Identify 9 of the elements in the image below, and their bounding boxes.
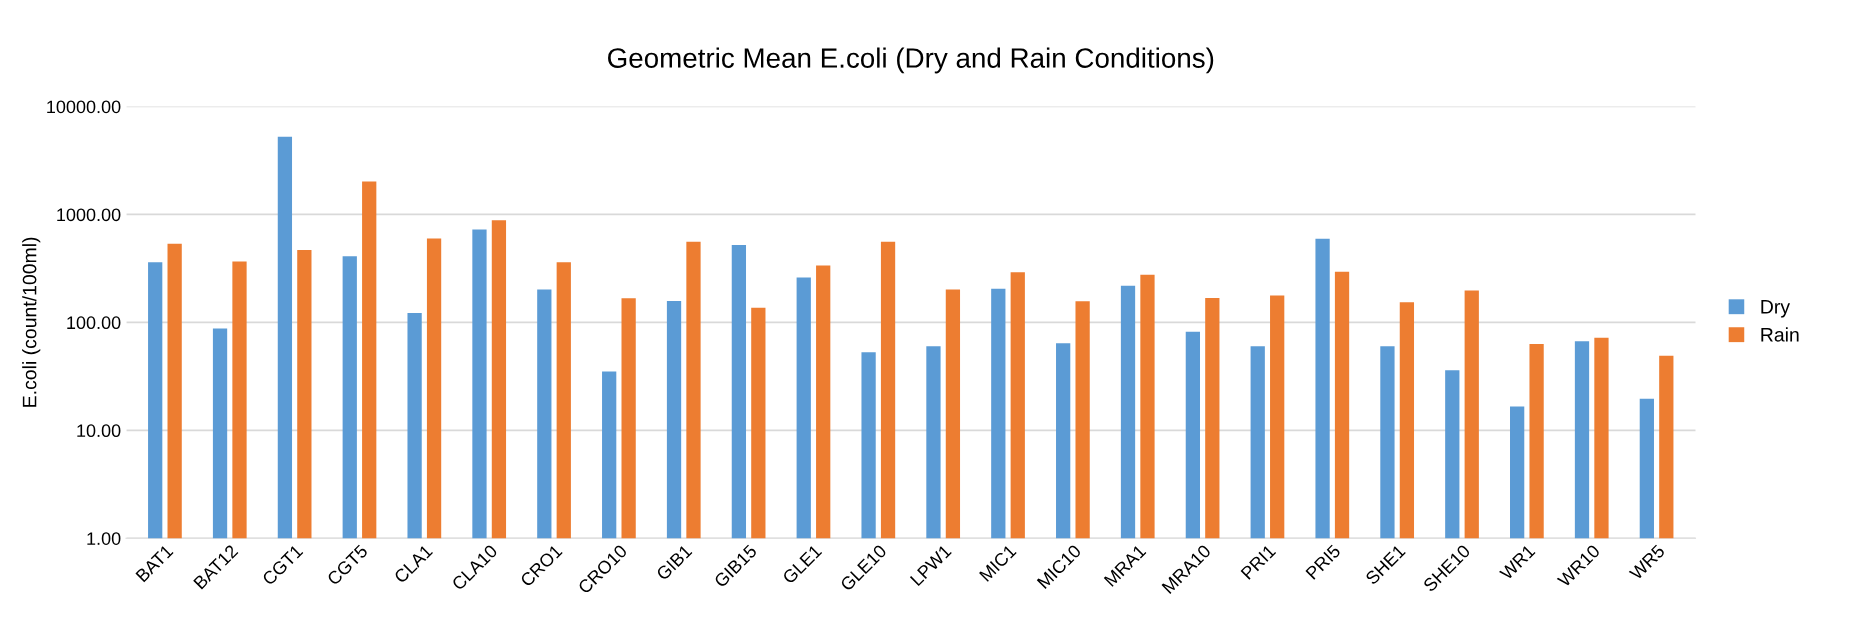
legend-label: Dry xyxy=(1761,300,1790,318)
y-tick-label: 1.00 xyxy=(87,532,121,545)
chart-title: Geometric Mean E.coli (Dry and Rain Conditions) xyxy=(608,47,1214,74)
y-tick-label: 1000.00 xyxy=(57,208,121,222)
y-tick-label: 10.00 xyxy=(77,424,121,438)
y-tick-label: 10000.00 xyxy=(47,100,121,114)
legend-label: Rain xyxy=(1761,327,1799,342)
y-axis-title: E.coli (count/100ml) xyxy=(22,237,41,407)
y-tick-label: 100.00 xyxy=(67,316,121,330)
